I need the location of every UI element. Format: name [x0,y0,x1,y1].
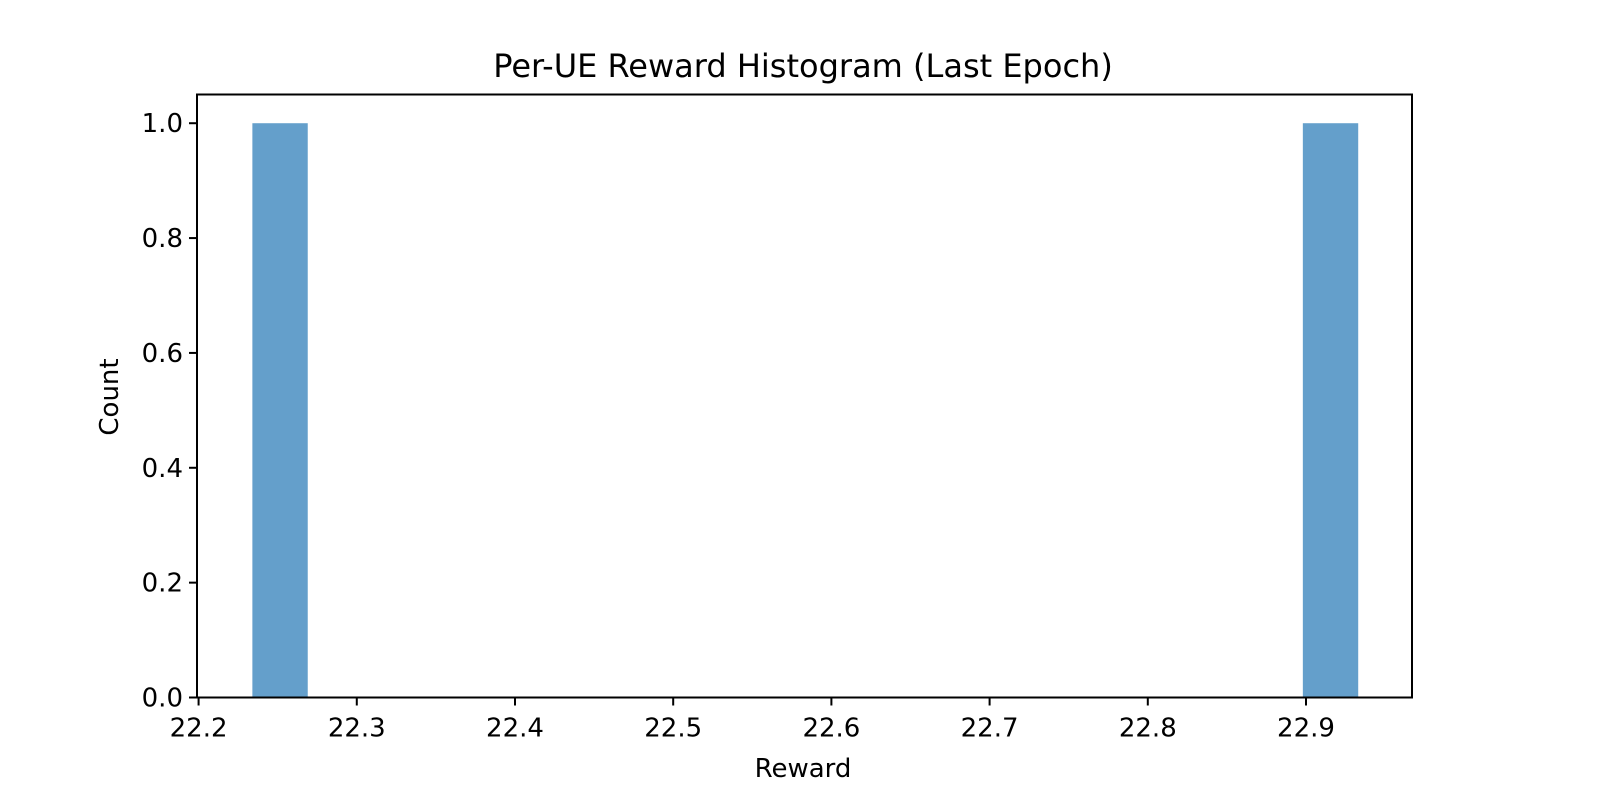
y-axis-label: Count [95,358,125,435]
x-tick-label: 22.9 [1277,714,1335,744]
x-axis-label: Reward [755,754,852,784]
x-tick-label: 22.3 [328,714,386,744]
x-tick-label: 22.8 [1119,714,1177,744]
histogram-bar [252,123,308,698]
y-tick-label: 1.0 [142,109,183,139]
chart-title: Per-UE Reward Histogram (Last Epoch) [493,47,1113,85]
plot-frame [196,93,1413,699]
y-tick-label: 0.6 [142,339,183,369]
y-tick-label: 0.2 [142,569,183,599]
bars-group [252,123,1359,698]
x-tick-label: 22.6 [802,714,860,744]
x-axis-ticks: 22.2 22.3 22.4 22.5 22.6 22.7 22.8 22.9 [170,697,1335,744]
y-axis-ticks: 0.0 0.2 0.4 0.6 0.8 1.0 [142,109,197,714]
histogram-bar [1302,123,1359,698]
y-tick-label: 0.8 [142,224,183,254]
x-tick-label: 22.4 [486,714,544,744]
y-tick-label: 0.0 [142,684,183,714]
x-tick-label: 22.7 [961,714,1019,744]
y-tick-label: 0.4 [142,454,183,484]
x-tick-label: 22.2 [170,714,228,744]
x-tick-label: 22.5 [644,714,702,744]
